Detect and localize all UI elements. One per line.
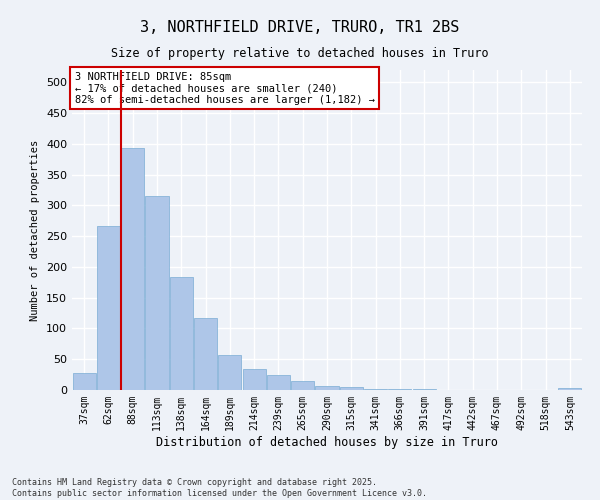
Bar: [316, 386, 338, 390]
Text: Size of property relative to detached houses in Truro: Size of property relative to detached ho…: [111, 48, 489, 60]
Bar: [364, 389, 387, 390]
Text: 3 NORTHFIELD DRIVE: 85sqm
← 17% of detached houses are smaller (240)
82% of semi: 3 NORTHFIELD DRIVE: 85sqm ← 17% of detac…: [74, 72, 374, 105]
Bar: [170, 278, 193, 390]
Bar: [559, 388, 581, 390]
Bar: [73, 373, 95, 390]
Bar: [340, 387, 363, 390]
Y-axis label: Number of detached properties: Number of detached properties: [31, 140, 40, 320]
Bar: [145, 196, 169, 390]
Bar: [97, 226, 120, 390]
Bar: [267, 375, 290, 390]
X-axis label: Distribution of detached houses by size in Truro: Distribution of detached houses by size …: [156, 436, 498, 448]
Text: 3, NORTHFIELD DRIVE, TRURO, TR1 2BS: 3, NORTHFIELD DRIVE, TRURO, TR1 2BS: [140, 20, 460, 35]
Bar: [218, 355, 241, 390]
Bar: [242, 369, 266, 390]
Bar: [121, 148, 144, 390]
Bar: [194, 318, 217, 390]
Text: Contains HM Land Registry data © Crown copyright and database right 2025.
Contai: Contains HM Land Registry data © Crown c…: [12, 478, 427, 498]
Bar: [291, 382, 314, 390]
